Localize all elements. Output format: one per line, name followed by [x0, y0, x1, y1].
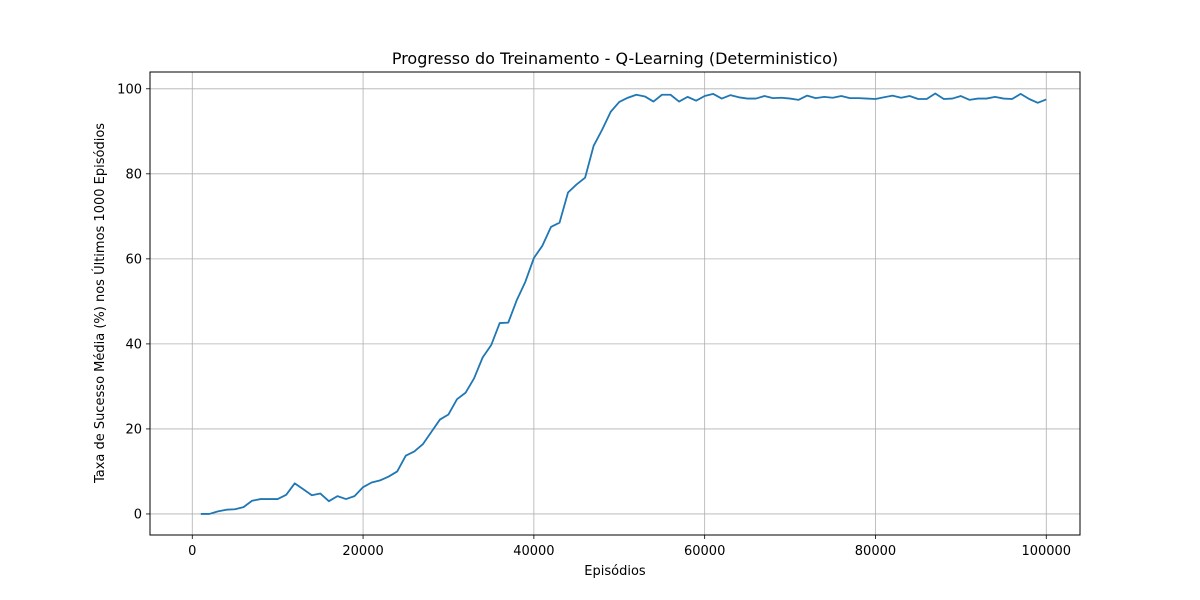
- grid: [150, 72, 1080, 535]
- y-tick-label: 40: [125, 337, 142, 352]
- x-axis-label: Episódios: [584, 564, 646, 579]
- y-tick-label: 80: [125, 167, 142, 182]
- y-tick-label: 0: [134, 507, 142, 522]
- y-axis-label: Taxa de Sucesso Média (%) nos Últimos 10…: [92, 123, 108, 484]
- x-tick-label: 80000: [855, 544, 896, 559]
- chart-title: Progresso do Treinamento - Q-Learning (D…: [392, 49, 838, 68]
- y-tick-label: 20: [125, 422, 142, 437]
- y-tick-label: 100: [117, 82, 142, 97]
- x-axis: 0 20000 40000 60000 80000 100000: [188, 535, 1071, 559]
- x-tick-label: 0: [188, 544, 196, 559]
- y-axis: 0 20 40 60 80 100: [117, 82, 150, 522]
- series-line: [200, 92, 1047, 515]
- plot-frame: [149, 71, 1081, 536]
- series-layer: [200, 92, 1047, 515]
- x-tick-label: 60000: [684, 544, 725, 559]
- x-tick-label: 100000: [1021, 544, 1071, 559]
- x-tick-label: 40000: [513, 544, 554, 559]
- y-tick-label: 60: [125, 252, 142, 267]
- x-tick-label: 20000: [342, 544, 383, 559]
